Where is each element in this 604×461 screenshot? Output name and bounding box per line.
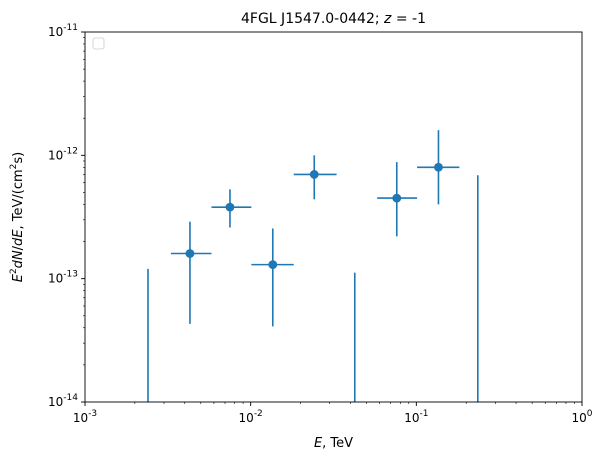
x-axis-title: E, TeV (314, 436, 353, 451)
plot-area-frame (84, 31, 583, 403)
data-point (185, 249, 195, 258)
data-point (434, 162, 443, 172)
y-tick-label: 10-14 (48, 393, 78, 409)
y-tick-label: 10-13 (48, 270, 78, 286)
y-tick-label: 10-11 (48, 23, 78, 39)
chart-title: 4FGL J1547.0-0442; z = -1 (241, 11, 426, 27)
y-axis-title: E2dN/dE, TeV/(cm2s) (9, 152, 26, 283)
x-tick-label: 100 (571, 409, 592, 425)
data-point (309, 170, 319, 179)
x-tick-label: 10-3 (73, 409, 97, 425)
legend-box (92, 37, 105, 50)
data-point (392, 193, 402, 203)
x-tick-label: 10-2 (239, 409, 263, 425)
data-point (268, 260, 278, 270)
x-tick-label: 10-1 (404, 409, 428, 425)
y-tick-label: 10-12 (48, 146, 78, 162)
data-point (225, 202, 235, 212)
